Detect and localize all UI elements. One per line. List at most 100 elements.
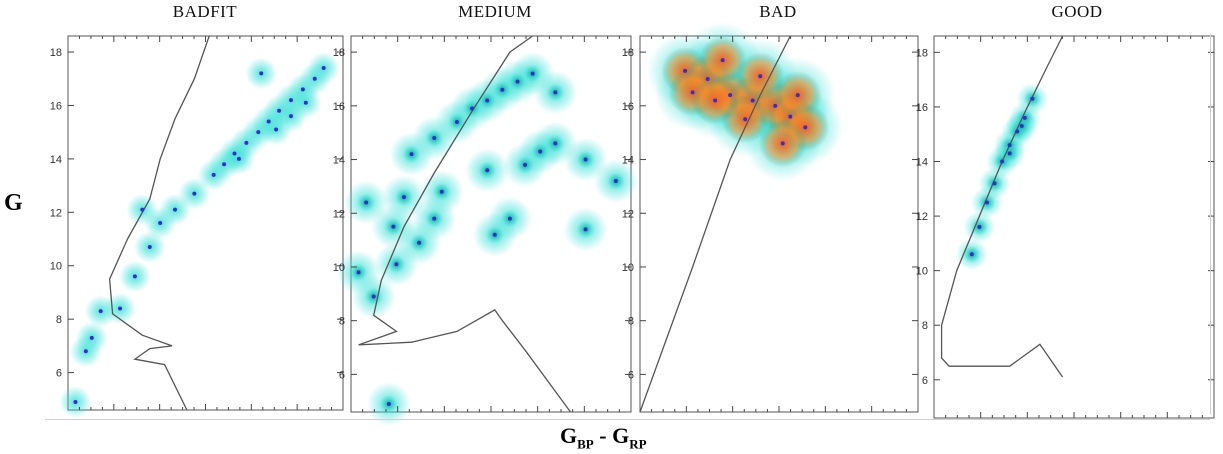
chart-panel-badfit: 6 8 10 12 14 16 18 — [50, 35, 344, 418]
y-tick-label: 10 — [622, 262, 634, 274]
y-tick-label: 8 — [56, 314, 62, 326]
star-point — [750, 98, 755, 103]
y-tick-label: 16 — [622, 101, 634, 113]
star-point — [470, 106, 475, 111]
star-point — [401, 195, 406, 200]
star-point — [720, 58, 725, 63]
star-point — [492, 232, 497, 237]
star-point — [1022, 115, 1027, 120]
y-tick-label: 8 — [628, 316, 634, 328]
y-tick-label: 8 — [339, 316, 345, 328]
y-tick-label: 10 — [916, 266, 928, 278]
star-point — [98, 309, 103, 314]
y-tick-label: 6 — [339, 369, 345, 381]
star-point — [758, 74, 763, 79]
star-points — [73, 66, 326, 404]
x-axis-label: GBP - GRP — [560, 423, 647, 452]
star-point — [288, 114, 293, 119]
star-point — [277, 108, 282, 113]
star-point — [409, 152, 414, 157]
star-point — [1019, 124, 1024, 129]
star-point — [1030, 96, 1035, 101]
star-point — [312, 76, 317, 81]
star-point — [743, 117, 748, 122]
star-point — [132, 274, 137, 279]
x-axis-label-main: G — [560, 423, 578, 448]
y-axis-label: G — [4, 190, 23, 216]
y-tick-label: 18 — [916, 47, 928, 59]
x-axis-label-sub-rp: RP — [629, 436, 647, 452]
star-point — [728, 93, 733, 98]
star-point — [73, 399, 78, 404]
star-point — [613, 179, 618, 184]
x-axis-label-separator: - — [593, 423, 613, 448]
y-tick-label: 12 — [916, 211, 928, 223]
star-point — [984, 200, 989, 205]
star-point — [259, 71, 264, 76]
star-point — [1007, 151, 1012, 156]
isochrone-curve — [358, 35, 572, 413]
star-point — [288, 98, 293, 103]
star-points — [683, 58, 808, 146]
panel-title-bad: BAD — [759, 2, 797, 21]
star-point — [417, 240, 422, 245]
star-point — [274, 127, 279, 132]
star-point — [173, 207, 178, 212]
star-point — [256, 130, 261, 135]
y-tick-label: 16 — [333, 101, 345, 113]
x-axis-label-main-2: G — [612, 423, 630, 448]
y-tick-label: 10 — [333, 262, 345, 274]
star-point — [523, 162, 528, 167]
star-point — [394, 262, 399, 267]
y-tick-label: 18 — [622, 47, 634, 59]
y-tick-label: 6 — [628, 369, 634, 381]
star-point — [803, 125, 808, 130]
chart-panel-bad: 6 8 10 12 14 16 18 — [622, 22, 919, 413]
star-point — [507, 216, 512, 221]
star-point — [222, 162, 227, 167]
star-point — [244, 140, 249, 145]
isochrone-curve — [639, 35, 791, 413]
y-tick-label: 16 — [916, 102, 928, 114]
star-point — [780, 141, 785, 146]
isochrone-curve — [940, 35, 1064, 378]
star-point — [454, 119, 459, 124]
star-point — [192, 191, 197, 196]
star-point — [553, 90, 558, 95]
y-tick-label: 6 — [922, 375, 928, 387]
star-point — [364, 200, 369, 205]
star-points — [969, 96, 1035, 257]
star-point — [485, 98, 490, 103]
star-point — [140, 207, 145, 212]
y-tick-label: 6 — [56, 368, 62, 380]
y-tick-label: 18 — [333, 47, 345, 59]
star-point — [439, 189, 444, 194]
star-point — [371, 294, 376, 299]
y-tick-label: 14 — [622, 155, 634, 167]
star-point — [236, 156, 241, 161]
figure-right-border — [1210, 34, 1211, 414]
star-point — [89, 335, 94, 340]
star-point — [158, 221, 163, 225]
star-point — [553, 141, 558, 146]
star-point — [583, 227, 588, 232]
density-layer — [955, 82, 1049, 271]
star-point — [795, 93, 800, 98]
star-points — [356, 71, 618, 406]
star-point — [788, 114, 793, 119]
star-point — [300, 87, 305, 92]
star-point — [83, 349, 88, 354]
star-point — [432, 216, 437, 221]
star-point — [485, 168, 490, 173]
star-point — [773, 103, 778, 108]
star-point — [391, 224, 396, 229]
y-tick-label: 12 — [50, 207, 62, 219]
star-point — [515, 79, 520, 84]
star-point — [500, 87, 505, 92]
y-tick-label: 14 — [333, 155, 345, 167]
y-tick-label: 12 — [622, 208, 634, 220]
panel-title-good: GOOD — [1051, 2, 1103, 21]
star-point — [266, 119, 271, 124]
star-point — [992, 181, 997, 186]
star-point — [690, 90, 695, 95]
